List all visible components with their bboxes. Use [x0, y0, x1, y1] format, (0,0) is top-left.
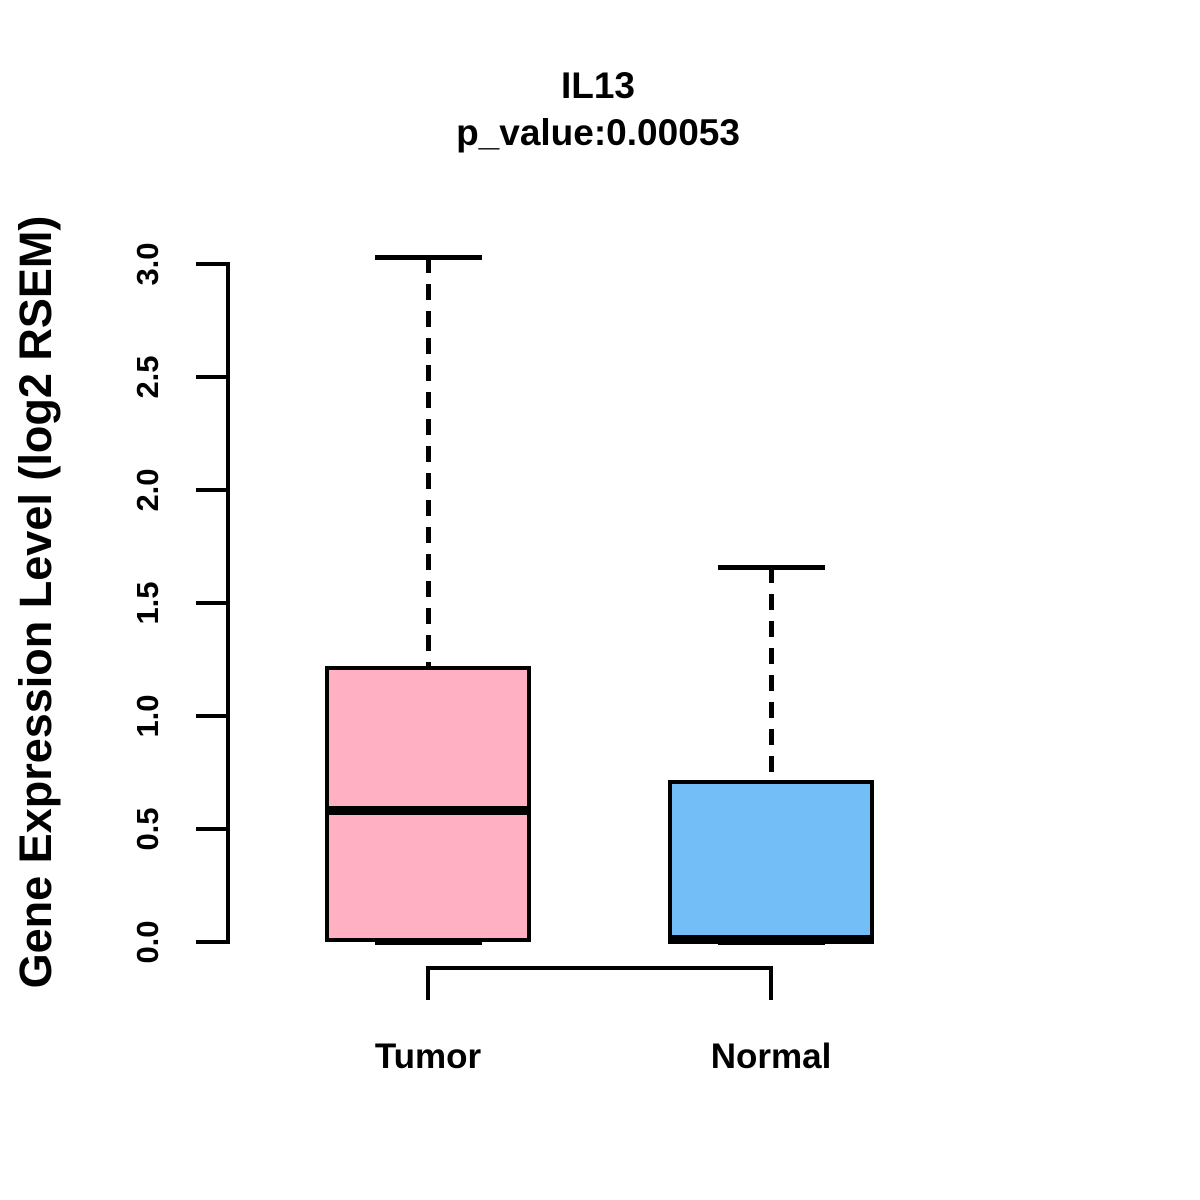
- y-axis-tick: [196, 601, 226, 605]
- y-axis-tick: [196, 262, 226, 266]
- y-axis-tick-label: 1.5: [130, 581, 165, 625]
- median-line-normal: [668, 935, 874, 945]
- y-axis-tick: [196, 827, 226, 831]
- chart-title: IL13: [560, 65, 636, 106]
- bracket-end-tick: [426, 968, 430, 1000]
- y-axis-tick-label: 2.0: [130, 468, 165, 512]
- chart-title-block: IL13 p_value:0.00053: [230, 62, 966, 156]
- y-axis-tick-label: 0.0: [130, 920, 165, 964]
- y-axis-tick: [196, 940, 226, 944]
- upper-whisker-cap-normal: [717, 564, 825, 570]
- box-tumor: [325, 666, 531, 942]
- lower-whisker-cap-tumor: [374, 940, 482, 945]
- upper-whisker-cap-tumor: [374, 255, 482, 261]
- y-axis-tick-label: 3.0: [130, 242, 165, 286]
- y-axis-tick-label: 0.5: [130, 807, 165, 851]
- bracket-end-tick: [769, 968, 773, 1000]
- y-axis-line: [226, 262, 230, 944]
- x-label-normal: Normal: [710, 1037, 832, 1076]
- upper-whisker-tumor: [425, 257, 431, 667]
- bracket-line: [426, 966, 773, 970]
- upper-whisker-normal: [768, 566, 774, 781]
- median-line-tumor: [325, 806, 531, 816]
- y-axis-tick: [196, 488, 226, 492]
- y-axis-label: Gene Expression Level (log2 RSEM): [10, 215, 61, 989]
- x-label-tumor: Tumor: [374, 1037, 482, 1076]
- y-axis-tick-label: 1.0: [130, 694, 165, 738]
- y-axis-tick: [196, 714, 226, 718]
- box-normal: [668, 780, 874, 942]
- y-axis-tick: [196, 375, 226, 379]
- y-axis-tick-label: 2.5: [130, 355, 165, 399]
- chart-subtitle-pvalue: p_value:0.00053: [456, 112, 740, 153]
